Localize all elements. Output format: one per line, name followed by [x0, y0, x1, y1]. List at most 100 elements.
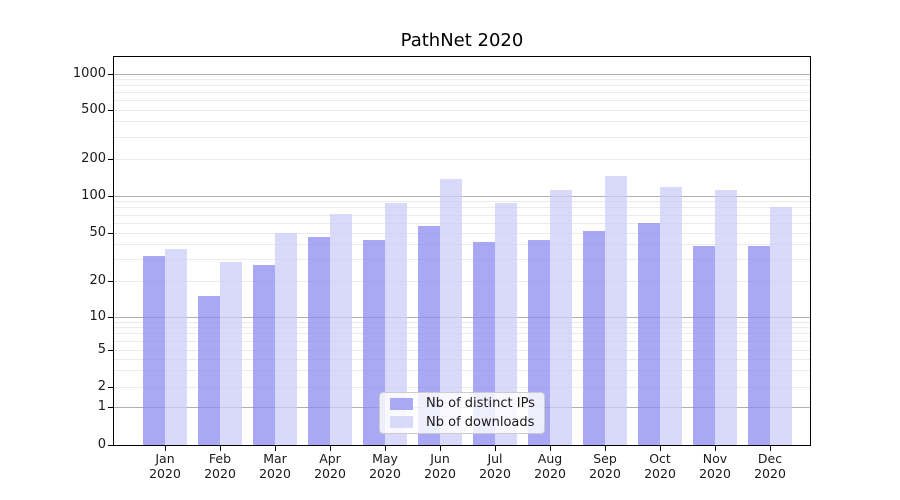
- x-label-month: Apr: [319, 451, 341, 466]
- x-tick-apr: [329, 446, 331, 451]
- legend-label-distinct-ips: Nb of distinct IPs: [426, 396, 535, 412]
- y-tick-5: [108, 349, 114, 351]
- y-tick-500: [108, 109, 114, 111]
- x-label-month: Nov: [702, 451, 728, 466]
- x-label-year: 2020: [149, 466, 181, 481]
- minor-gridline-4: [114, 358, 810, 360]
- x-label-year: 2020: [204, 466, 236, 481]
- chart-title: PathNet 2020: [400, 30, 524, 51]
- x-tick-oct: [659, 446, 661, 451]
- bar-distinct-ips-feb: [198, 295, 220, 445]
- minor-gridline-3: [114, 370, 810, 372]
- legend-row-downloads: Nb of downloads: [387, 415, 537, 431]
- minor-gridline-70: [114, 214, 810, 216]
- y-tick-0: [108, 444, 114, 446]
- minor-gridline-200: [114, 158, 810, 160]
- x-tick-label-jan: Jan 2020: [135, 451, 195, 481]
- legend-swatch-downloads: [390, 416, 413, 429]
- y-tick-label-20: 20: [89, 273, 106, 288]
- legend-row-distinct-ips: Nb of distinct IPs: [387, 396, 537, 412]
- bar-downloads-nov: [715, 190, 737, 445]
- bar-downloads-apr: [330, 214, 352, 445]
- x-label-month: Aug: [537, 451, 563, 466]
- x-tick-feb: [219, 446, 221, 451]
- y-tick-label-50: 50: [89, 225, 106, 240]
- x-tick-label-nov: Nov 2020: [685, 451, 745, 481]
- bar-distinct-ips-dec: [748, 246, 770, 445]
- bar-downloads-jul: [495, 203, 517, 445]
- x-tick-label-jun: Jun 2020: [410, 451, 470, 481]
- y-tick-label-0: 0: [97, 437, 106, 452]
- minor-gridline-90: [114, 201, 810, 203]
- y-tick-label-5: 5: [97, 342, 106, 357]
- legend-label-downloads: Nb of downloads: [426, 414, 535, 430]
- minor-gridline-800: [114, 85, 810, 87]
- minor-gridline-50: [114, 232, 810, 234]
- bar-distinct-ips-sep: [583, 230, 605, 445]
- y-tick-label-200: 200: [81, 151, 106, 166]
- x-label-month: Feb: [208, 451, 232, 466]
- bar-downloads-may: [385, 203, 407, 445]
- minor-gridline-700: [114, 92, 810, 94]
- x-label-year: 2020: [534, 466, 566, 481]
- minor-gridline-6: [114, 340, 810, 342]
- bar-distinct-ips-apr: [308, 237, 330, 445]
- legend: Nb of distinct IPs Nb of downloads: [379, 392, 545, 434]
- minor-gridline-400: [114, 121, 810, 123]
- minor-gridline-500: [114, 109, 810, 111]
- y-tick-1000: [108, 73, 114, 75]
- y-tick-label-10: 10: [89, 309, 106, 324]
- bar-downloads-oct: [660, 186, 682, 445]
- x-label-year: 2020: [644, 466, 676, 481]
- x-label-year: 2020: [424, 466, 456, 481]
- minor-gridline-9: [114, 321, 810, 323]
- bar-distinct-ips-jun: [418, 226, 440, 445]
- y-tick-100: [108, 195, 114, 197]
- minor-gridline-40: [114, 244, 810, 246]
- bar-downloads-feb: [220, 261, 242, 445]
- x-tick-jan: [164, 446, 166, 451]
- major-gridline-10: [114, 316, 810, 318]
- bar-downloads-mar: [275, 233, 297, 445]
- x-tick-jul: [494, 446, 496, 451]
- x-label-year: 2020: [369, 466, 401, 481]
- minor-gridline-2: [114, 386, 810, 388]
- bar-downloads-sep: [605, 175, 627, 445]
- x-label-month: Oct: [649, 451, 671, 466]
- major-gridline-1000: [114, 73, 810, 75]
- minor-gridline-300: [114, 136, 810, 138]
- bar-distinct-ips-jan: [143, 256, 165, 445]
- bar-downloads-jun: [440, 178, 462, 445]
- x-tick-may: [384, 446, 386, 451]
- minor-gridline-20: [114, 280, 810, 282]
- major-gridline-100: [114, 195, 810, 197]
- x-tick-aug: [549, 446, 551, 451]
- y-tick-label-2: 2: [97, 379, 106, 394]
- y-tick-50: [108, 232, 114, 234]
- x-label-year: 2020: [754, 466, 786, 481]
- x-label-year: 2020: [259, 466, 291, 481]
- x-label-year: 2020: [699, 466, 731, 481]
- x-tick-label-oct: Oct 2020: [630, 451, 690, 481]
- y-tick-label-100: 100: [81, 188, 106, 203]
- x-tick-mar: [274, 446, 276, 451]
- minor-gridline-5: [114, 349, 810, 351]
- x-label-month: Mar: [263, 451, 287, 466]
- x-tick-dec: [769, 446, 771, 451]
- x-label-year: 2020: [589, 466, 621, 481]
- minor-gridline-60: [114, 222, 810, 224]
- x-label-month: Jul: [487, 451, 503, 466]
- bar-downloads-jan: [165, 248, 187, 445]
- x-tick-jun: [439, 446, 441, 451]
- x-tick-sep: [604, 446, 606, 451]
- x-tick-nov: [714, 446, 716, 451]
- y-tick-20: [108, 280, 114, 282]
- x-label-year: 2020: [314, 466, 346, 481]
- legend-swatch-distinct-ips: [390, 397, 413, 410]
- x-tick-label-mar: Mar 2020: [245, 451, 305, 481]
- y-tick-10: [108, 316, 114, 318]
- x-tick-label-jul: Jul 2020: [465, 451, 525, 481]
- x-tick-label-aug: Aug 2020: [520, 451, 580, 481]
- bar-distinct-ips-nov: [693, 246, 715, 445]
